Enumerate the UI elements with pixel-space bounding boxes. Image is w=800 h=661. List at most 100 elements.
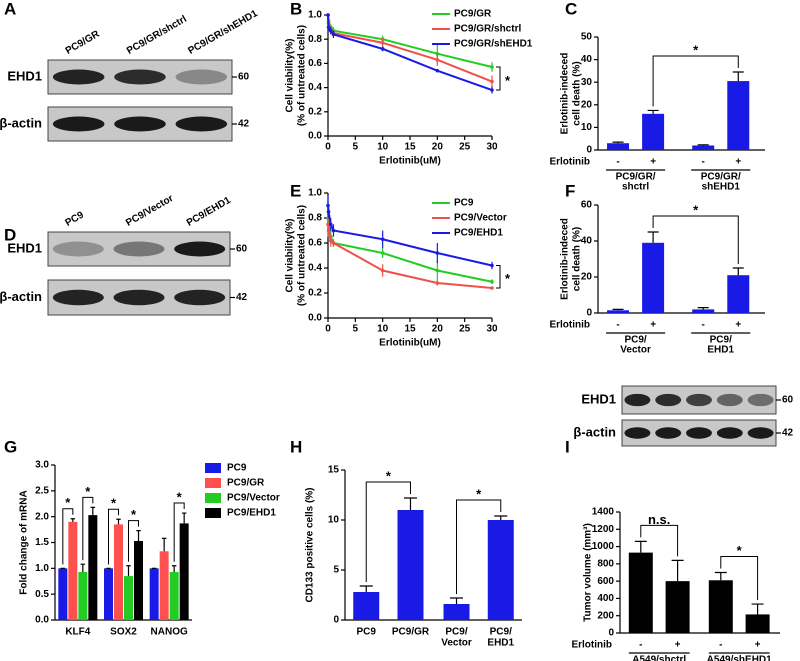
blot-band bbox=[52, 289, 104, 306]
blot-band bbox=[716, 393, 743, 407]
data-point bbox=[328, 28, 333, 33]
bar bbox=[665, 581, 690, 633]
y-tick-label: 2.5 bbox=[35, 485, 49, 496]
y-tick-label: 0.4 bbox=[308, 263, 322, 274]
blot-band bbox=[114, 69, 166, 85]
data-point bbox=[326, 228, 331, 233]
significance-label: * bbox=[476, 486, 482, 501]
x-tick-label: EHD1 bbox=[487, 638, 514, 649]
blot-lane-label: PC9/EHD1 bbox=[185, 195, 233, 229]
blot-row-label: β-actin bbox=[573, 424, 616, 439]
x-axis-label: Erlotinib(uM) bbox=[379, 156, 441, 167]
y-tick-label: 15 bbox=[328, 465, 340, 476]
blot-row-label: β-actin bbox=[0, 289, 42, 304]
bar bbox=[487, 520, 514, 620]
significance-label: * bbox=[505, 73, 511, 88]
blot-band bbox=[175, 69, 228, 85]
panel-label: D bbox=[4, 225, 16, 244]
y-axis-label: Cell viability(%) bbox=[285, 39, 296, 113]
bar bbox=[692, 145, 715, 150]
data-point bbox=[326, 209, 331, 214]
error-bar bbox=[70, 518, 76, 522]
blot-band bbox=[747, 393, 774, 407]
y-axis-label: CD133 positive cells (%) bbox=[305, 487, 316, 602]
blot-row-label: β-actin bbox=[0, 115, 42, 130]
bar bbox=[124, 576, 133, 620]
significance-bracket bbox=[173, 502, 185, 562]
blot-band bbox=[686, 393, 712, 407]
error-bar bbox=[647, 109, 659, 114]
bar bbox=[169, 571, 179, 620]
legend-swatch bbox=[205, 493, 221, 503]
x-tick-label: PC9 bbox=[357, 627, 377, 638]
error-bar bbox=[671, 559, 684, 582]
x-tick-label: KLF4 bbox=[65, 627, 90, 638]
bar bbox=[68, 521, 78, 620]
panel-label: C bbox=[565, 0, 577, 18]
y-axis-label: cell death (%) bbox=[572, 227, 583, 291]
significance-label: * bbox=[693, 202, 699, 217]
error-bar bbox=[634, 540, 647, 553]
data-point bbox=[490, 88, 494, 92]
error-bar bbox=[450, 597, 464, 604]
significance-bracket bbox=[640, 524, 679, 557]
blot-row-label: EHD1 bbox=[7, 240, 42, 255]
bar bbox=[642, 113, 665, 150]
blot-band bbox=[624, 393, 651, 407]
x-tick-label: 30 bbox=[486, 324, 498, 335]
error-bar bbox=[494, 515, 508, 520]
significance-label: * bbox=[111, 496, 117, 511]
panel-label: E bbox=[290, 181, 301, 200]
error-bar bbox=[136, 530, 141, 541]
y-axis-label: Cell viability(%) bbox=[285, 219, 296, 293]
blot-marker: 42 bbox=[238, 119, 250, 130]
legend-swatch bbox=[205, 508, 221, 518]
y-tick-label: 0.2 bbox=[308, 106, 322, 117]
x-tick-label: - bbox=[616, 320, 619, 331]
significance-bracket bbox=[128, 520, 139, 562]
y-axis-label: Erlotinib-indeced bbox=[560, 218, 571, 300]
panel-label: H bbox=[290, 437, 302, 456]
y-tick-label: 10 bbox=[581, 122, 593, 133]
group-label: PC9/ bbox=[710, 335, 732, 346]
group-label: A549/shEHD1 bbox=[707, 655, 772, 661]
error-bar bbox=[161, 537, 167, 552]
data-point bbox=[328, 238, 333, 243]
significance-bracket bbox=[720, 556, 759, 601]
treatment-label: Erlotinib bbox=[571, 640, 612, 651]
error-bar bbox=[732, 71, 744, 82]
error-bar bbox=[359, 585, 373, 592]
data-point bbox=[326, 25, 331, 29]
error-bar bbox=[181, 512, 187, 524]
error-bar bbox=[647, 231, 659, 243]
bar bbox=[443, 604, 470, 620]
x-tick-label: PC9/ bbox=[490, 627, 512, 638]
bar bbox=[104, 568, 113, 620]
error-bar bbox=[697, 144, 709, 146]
x-tick-label: - bbox=[639, 640, 642, 651]
blot-band bbox=[655, 427, 682, 439]
legend-label: PC9/Vector bbox=[227, 493, 280, 504]
blot-marker: 60 bbox=[236, 244, 248, 255]
error-bar bbox=[116, 518, 121, 525]
blot-marker: 42 bbox=[236, 292, 248, 303]
y-tick-label: 1400 bbox=[592, 507, 615, 518]
data-point bbox=[490, 279, 494, 284]
x-tick-label: NANOG bbox=[151, 627, 188, 638]
error-bar bbox=[126, 565, 131, 577]
significance-bracket bbox=[496, 66, 501, 91]
panel-label: F bbox=[565, 181, 575, 200]
error-bar bbox=[90, 506, 96, 516]
data-point bbox=[490, 79, 494, 84]
blot-lane-label: PC9/GR/shEHD1 bbox=[186, 8, 260, 57]
bar bbox=[708, 580, 733, 633]
error-bar bbox=[732, 267, 744, 276]
blot-band bbox=[716, 427, 743, 439]
blot-row-label: EHD1 bbox=[581, 391, 616, 406]
blot-marker: 42 bbox=[782, 428, 794, 439]
significance-bracket bbox=[652, 215, 739, 264]
blot-band bbox=[52, 116, 105, 132]
y-axis-label: Erlotinib-indeced bbox=[560, 53, 571, 135]
data-point bbox=[331, 32, 336, 37]
y-tick-label: 20 bbox=[581, 99, 593, 110]
